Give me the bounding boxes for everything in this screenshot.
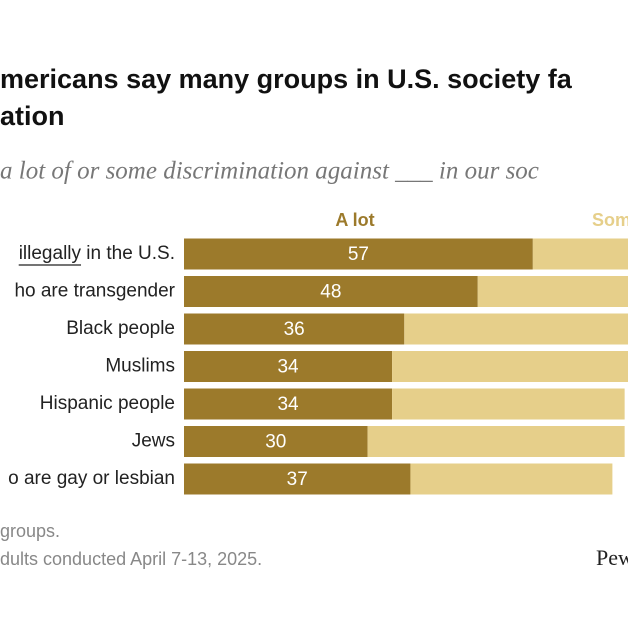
- bar-segment: [184, 463, 411, 495]
- legend-label: A lot: [335, 210, 374, 230]
- data-label: 57: [348, 244, 369, 265]
- chart-title: ation: [0, 101, 65, 131]
- note: groups.: [0, 521, 60, 541]
- category-label: Jews: [132, 431, 175, 452]
- data-label: 37: [287, 469, 308, 490]
- bar-segment: [404, 313, 628, 345]
- bar-segment: [184, 351, 393, 382]
- category-label: Black people: [66, 318, 175, 339]
- legend-label: Som: [592, 210, 628, 230]
- bar-segment: [392, 388, 625, 420]
- data-label: 34: [277, 357, 299, 378]
- data-label: 36: [284, 319, 305, 340]
- category-label: Hispanic people: [40, 393, 175, 414]
- brand: Pew: [596, 545, 628, 570]
- category-label: ho are transgender: [14, 281, 175, 302]
- bar-segment: [477, 276, 628, 307]
- bar-segment: [410, 463, 613, 495]
- bar-segment: [184, 426, 368, 457]
- data-label: 48: [320, 282, 341, 303]
- bar-segment: [392, 351, 628, 382]
- subtitle: a lot of or some discrimination against …: [0, 158, 539, 185]
- bar-segment: [367, 426, 625, 457]
- category-label: illegally in the U.S.: [19, 243, 175, 264]
- chart-title: mericans say many groups in U.S. society…: [0, 64, 573, 94]
- bar-segment: [184, 238, 533, 270]
- bar-segment: [184, 388, 393, 420]
- bar-segment: [532, 238, 628, 270]
- bar-segment: [184, 313, 405, 345]
- data-label: 30: [265, 432, 286, 453]
- category-label: Muslims: [105, 356, 175, 377]
- category-label: o are gay or lesbian: [8, 468, 175, 489]
- data-label: 34: [277, 394, 299, 415]
- source: dults conducted April 7-13, 2025.: [0, 549, 262, 569]
- bar-segment: [184, 276, 478, 307]
